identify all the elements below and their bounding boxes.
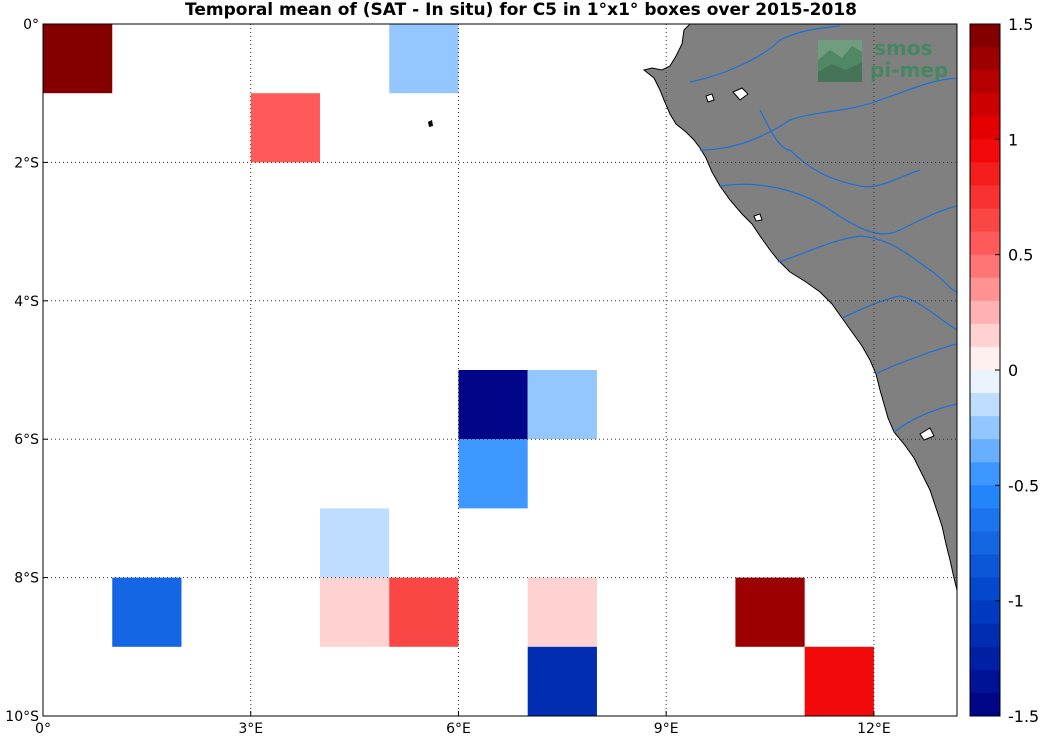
colorbar-band <box>970 416 1000 440</box>
colorbar <box>969 23 1001 717</box>
rivers <box>689 25 957 433</box>
river <box>699 77 957 151</box>
colorbar-band <box>970 70 1000 94</box>
colorbar-tick-label: 0.5 <box>1008 246 1033 265</box>
data-cell <box>43 24 113 94</box>
y-axis-ticks: 0° 2°S 4°S 6°S 8°S 10°S <box>5 17 48 725</box>
x-axis-ticks: 0° 3°E 6°E 9°E 12°E <box>35 711 891 737</box>
colorbar-band <box>970 577 1000 602</box>
data-cell <box>527 577 597 647</box>
colorbar-tick-label: -0.5 <box>1008 476 1039 495</box>
colorbar-band <box>970 162 1000 186</box>
colorbar-tick-label: 1 <box>1008 130 1018 149</box>
colorbar-band <box>970 116 1000 140</box>
y-tick-label: 0° <box>23 17 39 33</box>
data-cell <box>319 577 390 647</box>
island <box>428 120 433 127</box>
colorbar-band <box>970 485 1000 509</box>
smos-pimep-logo: smos pi-mep <box>818 36 948 82</box>
colorbar-band <box>970 370 1000 394</box>
colorbar-band <box>970 623 1000 648</box>
x-tick-label: 0° <box>35 721 51 737</box>
x-tick-label: 9°E <box>654 721 679 737</box>
chart-title: Temporal mean of (SAT - In situ) for C5 … <box>185 0 857 20</box>
colorbar-band <box>970 47 1000 71</box>
colorbar-tick-label: 1.5 <box>1008 15 1033 34</box>
y-tick-label: 8°S <box>14 571 39 587</box>
colorbar-tick-label: 0 <box>1008 361 1018 380</box>
colorbar-tick-label: -1 <box>1008 592 1024 611</box>
colorbar-band <box>970 323 1000 348</box>
colorbar-band <box>970 692 1000 717</box>
logo-mark <box>818 40 862 82</box>
island <box>919 427 935 441</box>
island <box>753 213 763 222</box>
land-polygon <box>642 24 957 591</box>
river <box>759 109 791 151</box>
colorbar-band <box>970 439 1000 463</box>
plot-frame <box>42 23 958 717</box>
colorbar-band <box>970 208 1000 233</box>
colorbar-tick-label: -1.5 <box>1008 707 1039 726</box>
grid-lines <box>43 24 957 716</box>
island <box>705 93 715 103</box>
island <box>732 87 749 101</box>
logo-line1: smos <box>874 36 932 60</box>
colorbar-band <box>970 531 1000 556</box>
colorbar-band <box>970 462 1000 486</box>
colorbar-band <box>970 139 1000 163</box>
data-cells <box>43 24 874 716</box>
data-cell <box>389 577 459 647</box>
x-tick-label: 12°E <box>857 721 891 737</box>
river <box>893 403 957 433</box>
colorbar-band <box>970 93 1000 117</box>
y-tick-label: 2°S <box>14 155 39 171</box>
data-cell <box>458 370 528 440</box>
river <box>875 343 957 375</box>
colorbar-band <box>970 185 1000 210</box>
x-tick-label: 3°E <box>238 721 263 737</box>
colorbar-band <box>970 508 1000 532</box>
data-cell <box>112 577 182 647</box>
data-cell <box>458 439 528 509</box>
river <box>841 295 957 331</box>
colorbar-band <box>970 300 1000 325</box>
data-cell <box>389 24 459 94</box>
colorbar-band <box>970 254 1000 279</box>
data-cell <box>527 370 597 440</box>
river <box>777 235 957 293</box>
data-cell <box>735 577 805 647</box>
y-tick-label: 10°S <box>5 709 39 725</box>
colorbar-band <box>970 600 1000 625</box>
colorbar-band <box>970 554 1000 579</box>
colorbar-band <box>970 393 1000 417</box>
colorbar-band <box>970 646 1000 671</box>
colorbar-band <box>970 346 1000 371</box>
data-cell <box>527 646 597 716</box>
river <box>789 149 921 188</box>
colorbar-band <box>970 669 1000 694</box>
land-mass <box>428 24 957 591</box>
y-tick-label: 6°S <box>14 432 39 448</box>
colorbar-band <box>970 231 1000 256</box>
river <box>719 183 957 235</box>
x-tick-label: 6°E <box>446 721 471 737</box>
colorbar-band <box>970 277 1000 302</box>
colorbar-band <box>970 24 1000 48</box>
data-cell <box>250 93 320 163</box>
river <box>689 25 841 83</box>
data-cell <box>804 646 874 716</box>
logo-line2: pi-mep <box>870 58 948 82</box>
data-cell <box>319 508 390 578</box>
y-tick-label: 4°S <box>14 294 39 310</box>
colorbar-ticks: 1.5 1 0.5 0 -0.5 -1 -1.5 <box>995 15 1039 726</box>
